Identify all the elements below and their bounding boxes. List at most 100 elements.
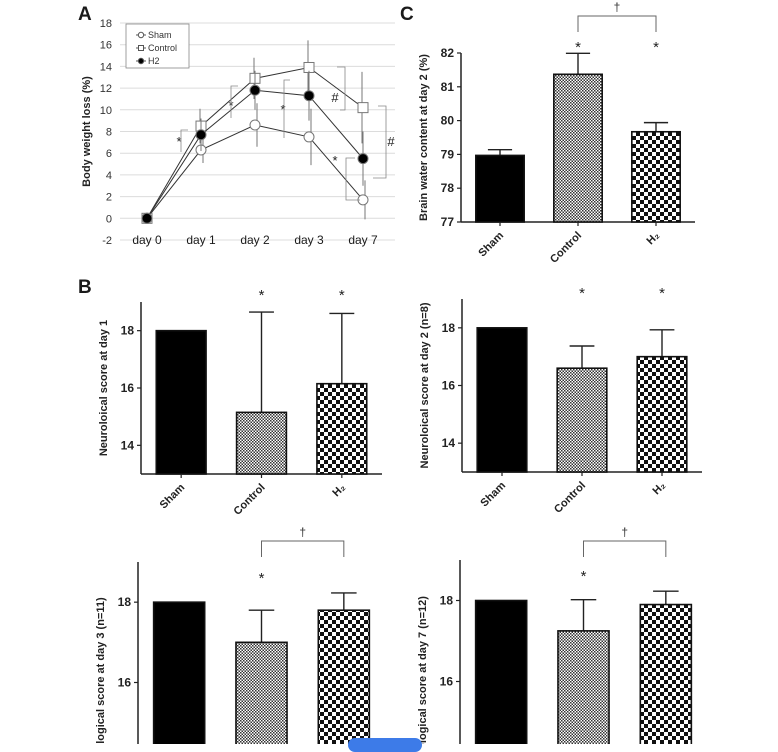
x-tick-label: Control [552,480,588,516]
bar-h2 [316,382,368,475]
significance-star: * [579,285,585,302]
significance-bracket [337,66,346,111]
y-tick-label: 18 [440,594,454,608]
y-tick-label: 12 [100,83,112,95]
data-point-circle [303,131,315,143]
bar-sham [474,599,528,744]
bar-h2 [636,355,688,473]
x-tick-label: Sham [476,229,506,259]
significance-dagger: † [614,0,621,14]
panel-b4-bar-chart: 141618eurological score at day 7 (n=12)*… [417,525,693,744]
bar-sham [155,329,207,475]
x-tick-label: day 0 [132,233,162,247]
legend-label: Control [148,43,177,53]
panel-label-a: A [78,4,92,25]
significance-dagger: † [621,525,628,539]
bar-control [235,411,288,475]
legend-marker-circle [137,57,145,65]
y-tick-label: -2 [102,235,112,247]
y-tick-label: 18 [100,18,112,30]
y-tick-label: 2 [106,192,112,204]
bar-control [553,73,603,223]
significance-star: * [259,287,265,304]
significance-mark: * [280,102,285,117]
x-tick-label: Sham [478,479,508,509]
significance-star: * [575,39,581,56]
bar-control [556,367,608,473]
panel-a-line-chart: -2 0 2 4 6 8 10 12 14 16 18 day 0 day 1 day 2 day 3 day… [81,18,395,247]
x-tick-label: H₂ [645,230,663,248]
y-axis-label: eurological score at day 7 (n=12) [417,596,429,744]
panel-b2-bar-chart: 14 16 18 Neuroloical score at day 2 (n=8) Sh… [419,285,702,516]
y-tick-label: 6 [106,148,112,160]
significance-bracket [180,129,188,152]
data-point-square [357,102,369,114]
y-tick-label: 8 [106,127,112,139]
y-tick-label: 16 [118,676,132,690]
y-tick-label: 82 [441,46,455,60]
bar-h2 [317,609,371,744]
panel-label-c: C [400,4,414,25]
bar-h2 [639,603,693,744]
data-point-circle [357,153,369,165]
significance-dagger: † [299,525,306,539]
significance-star: * [653,39,659,56]
x-tick-label: day 2 [240,233,270,247]
y-tick-label: 4 [106,170,112,182]
floating-blue-button[interactable] [348,738,422,752]
y-tick-label: 0 [106,213,112,225]
y-tick-label: 18 [442,321,456,335]
x-tick-label: Sham [158,481,188,511]
legend: Sham Control H2 [125,23,190,69]
y-tick-label: 81 [441,80,455,94]
panel-label-b: B [78,277,92,298]
x-tick-label: day 1 [186,233,216,247]
significance-mark: * [332,153,337,168]
y-axis-label: Neuroloical score at day 1 [98,320,110,456]
y-axis-label: Body weight loss (%) [81,76,93,187]
y-tick-label: 16 [121,381,135,395]
y-tick-label: 14 [442,436,456,450]
y-axis-label: Neuroloical score at day 2 (n=8) [419,302,431,468]
y-tick-label: 16 [442,379,456,393]
y-tick-label: 79 [441,147,455,161]
bar-sham [476,327,528,473]
legend-marker-circle [137,31,145,39]
legend-label: Sham [148,30,172,40]
bar-control [557,630,610,744]
x-tick-label: Control [231,482,267,518]
data-point-circle [249,84,261,96]
significance-bracket [283,79,290,138]
significance-bracket [373,105,387,179]
y-tick-label: 80 [441,114,455,128]
y-tick-label: 10 [100,105,112,117]
significance-bracket [261,540,345,557]
x-tick-label: H₂ [651,480,669,498]
y-tick-label: 78 [441,181,455,195]
y-tick-label: 14 [100,61,112,73]
significance-mark: # [331,90,339,105]
y-tick-label: 16 [100,40,112,52]
significance-star: * [339,287,345,304]
y-axis-label: Brain water content at day 2 (%) [418,54,430,221]
data-point-circle [303,90,315,102]
x-tick-label: day 7 [348,233,378,247]
y-tick-label: 18 [121,324,135,338]
significance-star: * [659,285,665,302]
x-tick-label: day 3 [294,233,324,247]
significance-mark: * [176,134,181,149]
y-tick-label: 14 [121,438,135,452]
legend-marker-square [138,45,144,51]
y-tick-label: 18 [118,595,132,609]
bar-h2 [631,130,681,223]
data-point-circle [249,119,261,131]
significance-mark: # [387,134,395,149]
x-tick-label: Control [548,230,584,266]
significance-bracket [345,157,360,201]
y-tick-label: 77 [441,215,455,229]
panel-b1-bar-chart: 14 16 18 Neuroloical score at day 1 Sham Cont… [98,287,382,518]
panel-c-bar-chart: 77 78 79 80 81 82 Brain water content at day 2… [418,0,695,266]
x-tick-label: H₂ [330,482,348,500]
data-point-circle [141,212,153,224]
